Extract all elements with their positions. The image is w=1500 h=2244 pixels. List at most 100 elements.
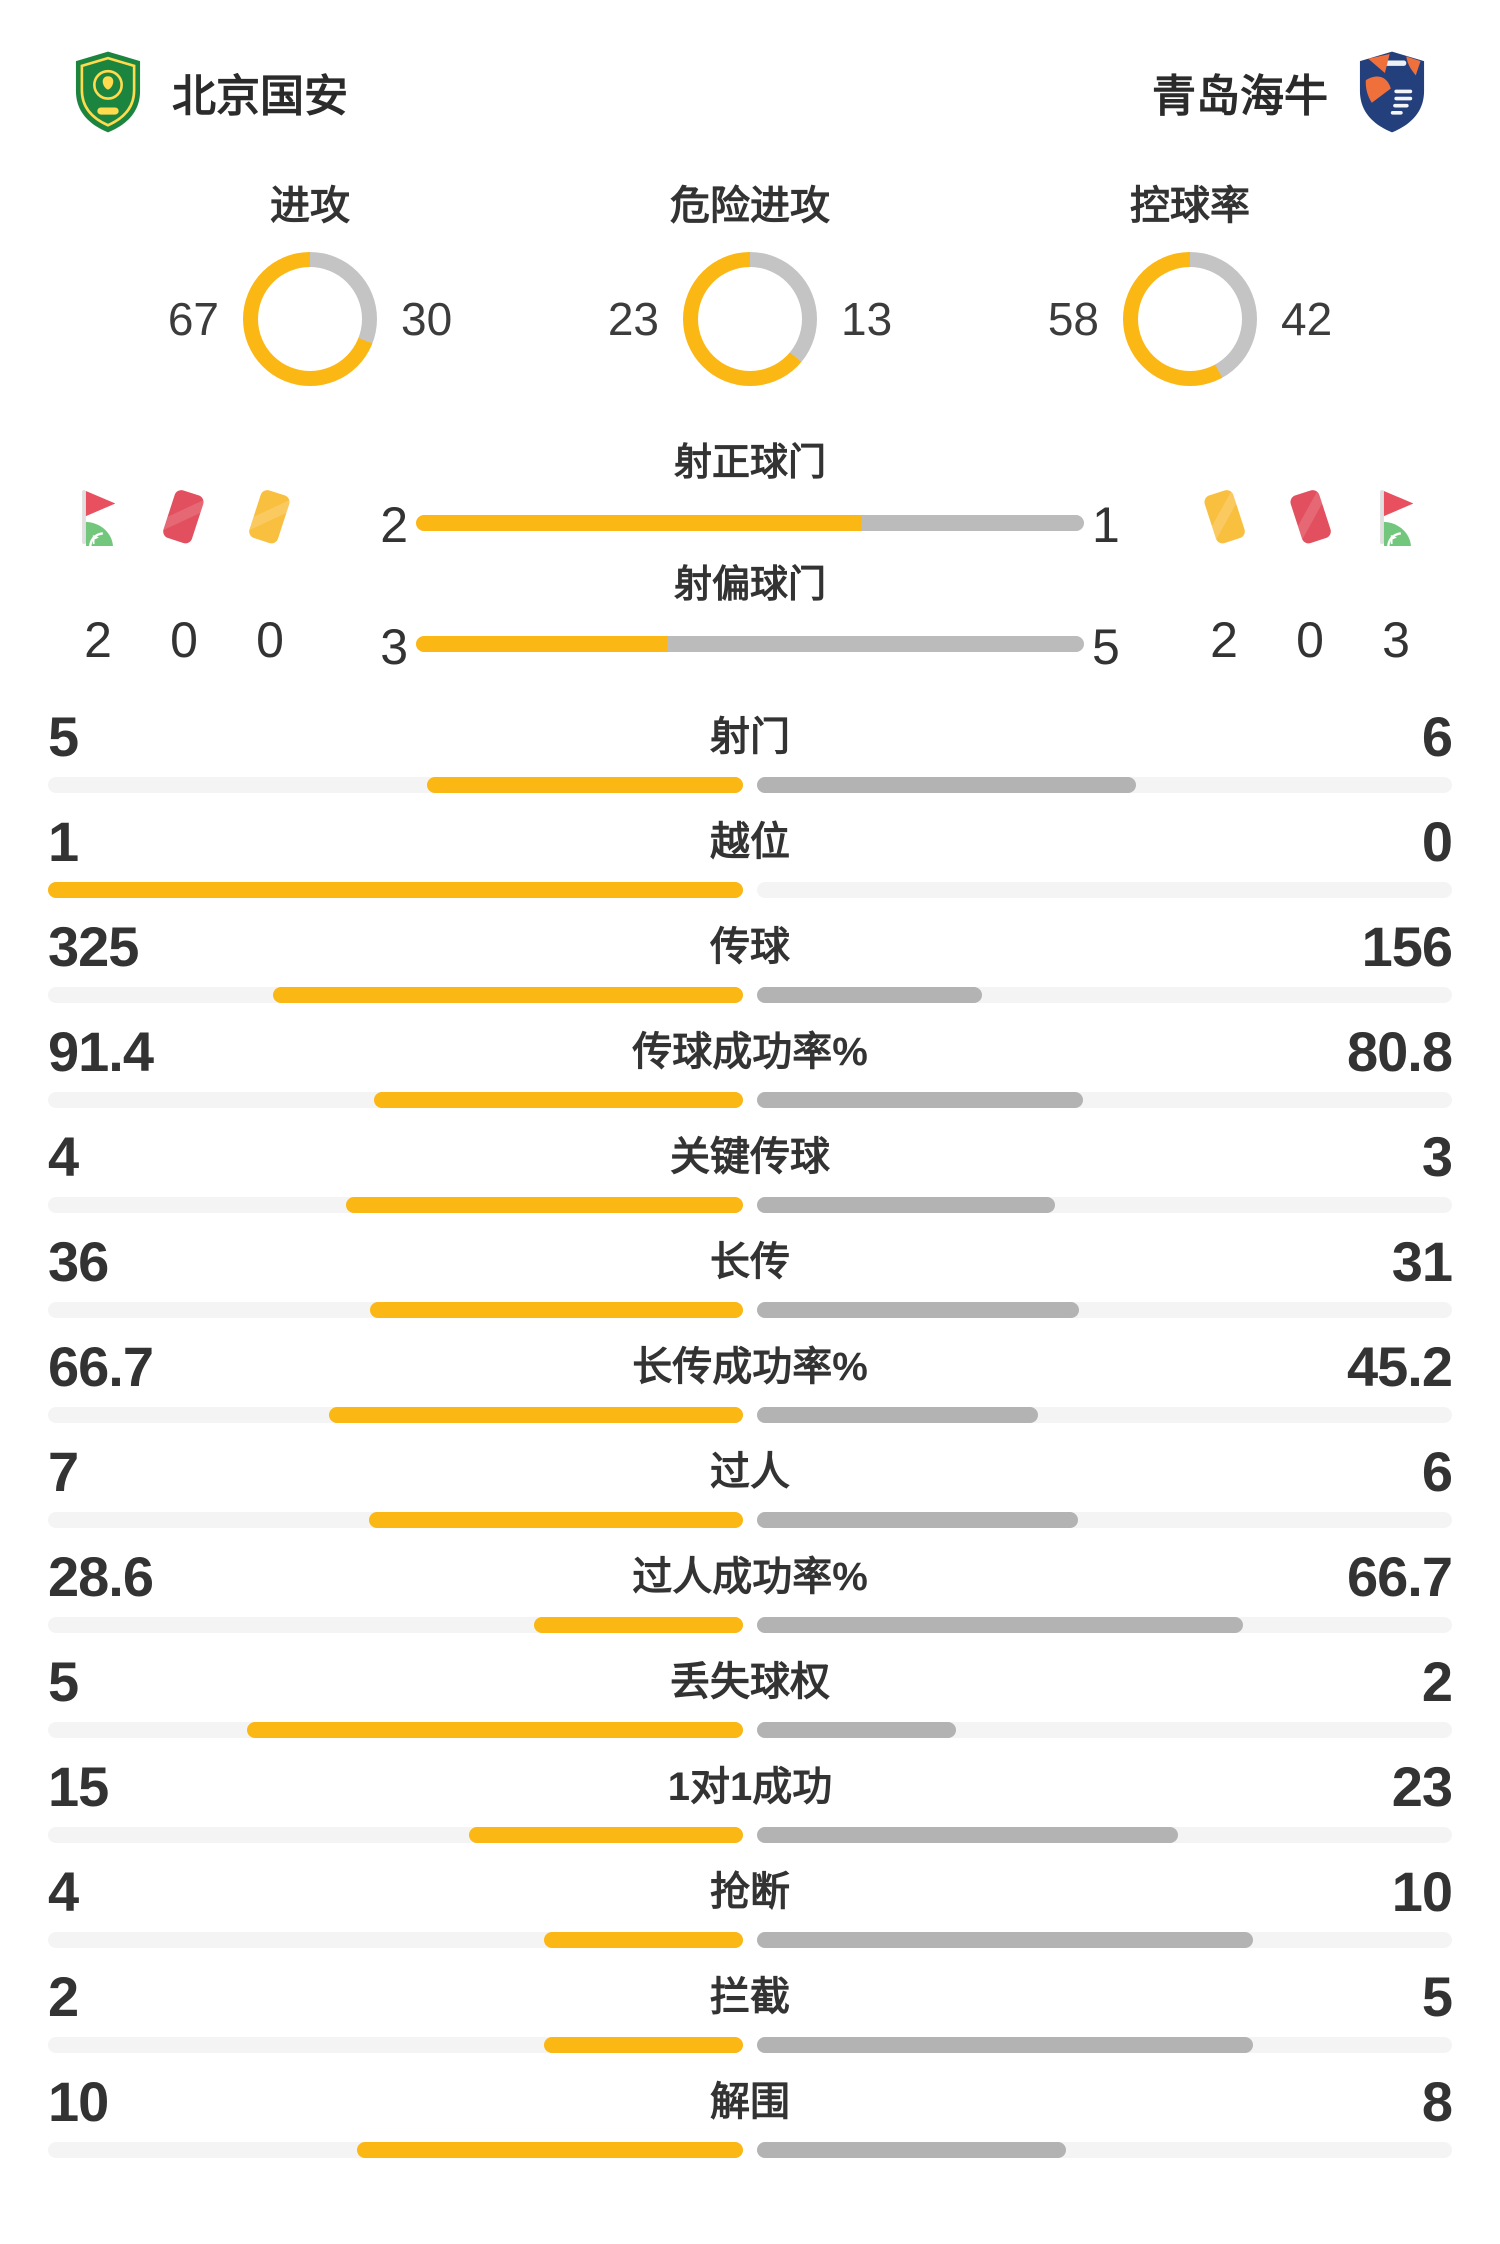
- away-red-cards-count: 0: [1296, 612, 1324, 668]
- home-bar-track: [48, 1092, 743, 1108]
- stat-label: 长传: [710, 1240, 790, 1284]
- away-bar-track: [757, 2142, 1452, 2158]
- home-value: 4: [48, 1125, 79, 1188]
- home-discipline-icons: [70, 486, 298, 550]
- home-shots-on-target-value: 2: [380, 497, 408, 553]
- home-value: 91.4: [48, 1020, 154, 1083]
- away-bar-track: [757, 2037, 1452, 2053]
- shots-on-target-label: 射正球门: [673, 442, 826, 484]
- stat-bar: [48, 1722, 1452, 1738]
- stat-row: 36 长传 31: [48, 1225, 1453, 1330]
- stat-bar: [48, 1092, 1452, 1108]
- away-bar-fill: [757, 1617, 1244, 1633]
- stat-label: 传球: [710, 925, 790, 969]
- away-value: 30: [401, 293, 453, 345]
- possession-donut-chart: [1123, 252, 1257, 386]
- stat-label: 拦截: [710, 1975, 790, 2019]
- home-bar-segment: [416, 636, 667, 652]
- away-bar-track: [757, 1827, 1452, 1843]
- stat-row: 66.7 长传成功率% 45.2: [48, 1330, 1453, 1435]
- away-value: 45.2: [1347, 1335, 1453, 1398]
- shots-on-target-bar: [416, 515, 1084, 531]
- stat-label: 过人成功率%: [632, 1555, 868, 1599]
- stat-row-head: 4 抢断 10: [48, 1860, 1453, 1923]
- away-bar-track: [757, 1932, 1452, 1948]
- guoan-crest-icon: [75, 51, 141, 133]
- stat-row: 1 越位 0: [48, 805, 1453, 910]
- home-value: 325: [48, 915, 139, 978]
- away-value: 0: [1421, 810, 1453, 873]
- home-bar-track: [48, 1932, 743, 1948]
- away-shots-off-target-value: 5: [1092, 619, 1120, 675]
- home-bar-track: [48, 1722, 743, 1738]
- stat-bar: [48, 2142, 1452, 2158]
- away-value: 31: [1391, 1230, 1453, 1293]
- home-value: 58: [1047, 293, 1099, 345]
- donut-title: 进攻: [270, 184, 350, 228]
- home-bar-fill: [48, 882, 743, 898]
- stat-bar: [48, 2037, 1452, 2053]
- away-bar-track: [757, 882, 1452, 898]
- donut-title: 危险进攻: [670, 184, 830, 228]
- shots-off-target-label: 射偏球门: [673, 564, 826, 606]
- home-value: 10: [48, 2070, 109, 2133]
- stat-label: 过人: [710, 1450, 790, 1494]
- stat-row-head: 91.4 传球成功率% 80.8: [48, 1020, 1453, 1083]
- home-bar-track: [48, 1827, 743, 1843]
- stat-row: 7 过人 6: [48, 1435, 1453, 1540]
- shots-discipline-section: 2 0 0 2 3 射正球门 射偏球门 1 5: [48, 440, 1452, 708]
- corner-flag-icon: [1368, 486, 1424, 550]
- stat-row: 5 射门 6: [48, 700, 1453, 805]
- home-bar-track: [48, 2037, 743, 2053]
- stat-row-head: 66.7 长传成功率% 45.2: [48, 1335, 1453, 1398]
- hainiu-crest-icon: [1359, 51, 1425, 133]
- home-value: 66.7: [48, 1335, 154, 1398]
- stat-label: 1对1成功: [667, 1765, 833, 1809]
- away-team-header[interactable]: 青岛海牛: [1152, 49, 1430, 135]
- red-card-icon: [156, 486, 212, 550]
- away-value: 3: [1421, 1125, 1453, 1188]
- away-bar-fill: [757, 1722, 956, 1738]
- away-bar-fill: [757, 2037, 1254, 2053]
- away-shots-on-target-value: 1: [1092, 497, 1120, 553]
- home-discipline-counts: 2 0 0: [70, 612, 298, 668]
- stat-row: 5 丢失球权 2: [48, 1645, 1453, 1750]
- home-bar-fill: [328, 1407, 743, 1423]
- home-value: 28.6: [48, 1545, 154, 1608]
- home-value: 67: [167, 293, 219, 345]
- away-bar-track: [757, 1092, 1452, 1108]
- home-bar-track: [48, 882, 743, 898]
- stat-bar: [48, 1617, 1452, 1633]
- stat-bar: [48, 777, 1452, 793]
- away-bar-segment: [666, 636, 1084, 652]
- home-bar-fill: [544, 1932, 743, 1948]
- away-value: 2: [1421, 1650, 1453, 1713]
- stat-label: 解围: [710, 2080, 790, 2124]
- home-bar-fill: [534, 1617, 743, 1633]
- stat-label: 传球成功率%: [632, 1030, 868, 1074]
- away-bar-fill: [757, 1197, 1055, 1213]
- stat-row-head: 15 1对1成功 23: [48, 1756, 1453, 1818]
- home-team-name: 北京国安: [172, 72, 348, 121]
- away-value: 10: [1391, 1860, 1453, 1923]
- home-red-cards-count: 0: [170, 612, 198, 668]
- stat-row: 4 关键传球 3: [48, 1120, 1453, 1225]
- home-value: 36: [48, 1230, 109, 1293]
- away-bar-fill: [757, 1932, 1254, 1948]
- home-team-header[interactable]: 北京国安: [70, 49, 348, 135]
- home-corners-count: 2: [84, 612, 112, 668]
- away-bar-track: [757, 1197, 1452, 1213]
- away-bar-fill: [757, 1827, 1178, 1843]
- stat-row-head: 10 解围 8: [48, 2070, 1453, 2133]
- away-yellow-cards-count: 2: [1210, 612, 1238, 668]
- donut-title: 控球率: [1130, 184, 1250, 228]
- donut-block-attacks: 进攻 67 30: [60, 182, 560, 386]
- away-value: 80.8: [1347, 1020, 1453, 1083]
- stat-bar: [48, 1407, 1452, 1423]
- stat-row-head: 7 过人 6: [48, 1441, 1453, 1503]
- stat-row-head: 325 传球 156: [48, 915, 1453, 978]
- match-header: 北京国安 青岛海牛: [70, 44, 1430, 140]
- home-bar-fill: [345, 1197, 743, 1213]
- home-bar-fill: [246, 1722, 743, 1738]
